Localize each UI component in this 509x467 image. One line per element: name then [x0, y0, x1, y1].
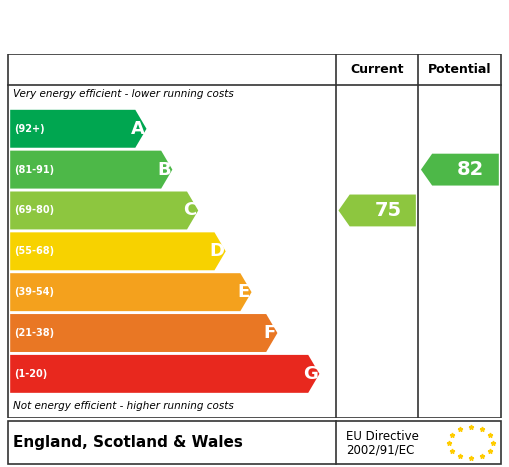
Text: 82: 82 — [457, 160, 484, 179]
Text: (39-54): (39-54) — [14, 287, 54, 297]
Text: (55-68): (55-68) — [14, 246, 54, 256]
Text: 2002/91/EC: 2002/91/EC — [346, 443, 414, 456]
Text: (92+): (92+) — [14, 124, 45, 134]
Text: Energy Efficiency Rating: Energy Efficiency Rating — [92, 15, 417, 39]
Text: Not energy efficient - higher running costs: Not energy efficient - higher running co… — [13, 401, 234, 411]
Polygon shape — [10, 233, 225, 270]
Polygon shape — [10, 355, 320, 393]
Polygon shape — [10, 110, 147, 148]
Polygon shape — [10, 151, 173, 189]
Text: B: B — [157, 161, 171, 178]
Text: 75: 75 — [374, 201, 402, 220]
Polygon shape — [10, 191, 198, 229]
Text: F: F — [264, 324, 276, 342]
Text: EU Directive: EU Directive — [346, 430, 419, 443]
Text: (21-38): (21-38) — [14, 328, 54, 338]
Text: Potential: Potential — [428, 63, 492, 76]
Polygon shape — [10, 314, 277, 352]
Polygon shape — [10, 273, 251, 311]
Text: C: C — [183, 201, 196, 219]
Text: Current: Current — [350, 63, 404, 76]
Text: E: E — [238, 283, 250, 301]
Text: (81-91): (81-91) — [14, 165, 54, 175]
Polygon shape — [338, 195, 416, 226]
Text: A: A — [131, 120, 145, 138]
Text: G: G — [303, 365, 318, 383]
Text: England, Scotland & Wales: England, Scotland & Wales — [13, 435, 243, 450]
Text: (1-20): (1-20) — [14, 369, 47, 379]
Bar — [8, 421, 501, 464]
Text: Very energy efficient - lower running costs: Very energy efficient - lower running co… — [13, 89, 234, 99]
Polygon shape — [421, 154, 499, 185]
Text: D: D — [209, 242, 224, 260]
Text: (69-80): (69-80) — [14, 205, 54, 215]
